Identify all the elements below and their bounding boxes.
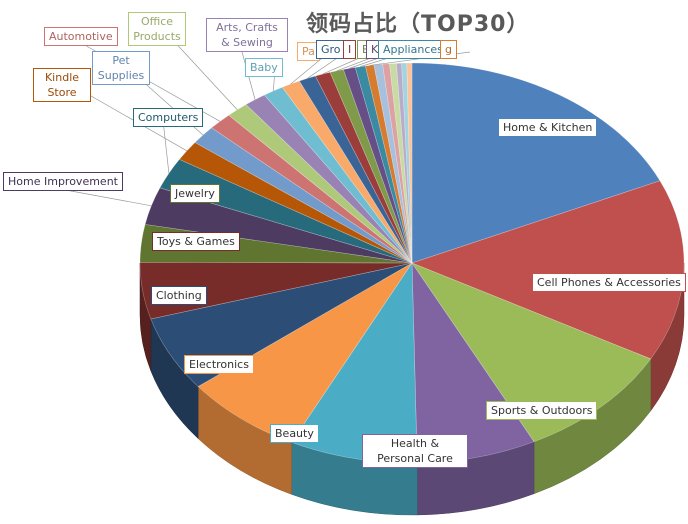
pie-slice-computers [159, 158, 413, 264]
data-label: Kindle Store [33, 68, 91, 102]
pie-slice-cell-phones-accessories [411, 180, 685, 360]
data-label: Cell Phones & Accessories [532, 273, 686, 292]
data-label: Electronics [184, 355, 254, 374]
data-label: Appliances [378, 40, 448, 59]
pie-slice-unlabeled-28 [401, 62, 413, 264]
data-label: Home Improvement [3, 172, 123, 191]
data-label: Arts, Crafts & Sewing [206, 18, 288, 52]
pie-slice-arts-crafts-sewing [245, 94, 413, 264]
data-label: Beauty [270, 424, 319, 443]
data-label: Health & Personal Care [362, 434, 468, 468]
pie-slice-unlabeled-29 [406, 62, 413, 264]
data-label: Computers [133, 108, 204, 127]
data-label: g [440, 40, 457, 59]
data-label: Pet Supplies [92, 51, 150, 85]
data-label: Gro [316, 40, 346, 59]
data-label: Jewelry [170, 184, 220, 203]
pie-slice-unlabeled-26 [389, 63, 413, 264]
pie-slice-office-products [228, 104, 413, 264]
data-label: Office Products [128, 12, 186, 46]
pie-slice-unlabeled-27 [396, 62, 413, 264]
data-label: Automotive [44, 27, 118, 46]
data-label: Toys & Games [152, 232, 240, 251]
chart-title: 领码占比（TOP30） [306, 12, 530, 37]
data-label: Pa [297, 42, 320, 61]
data-label: Home & Kitchen [498, 118, 598, 137]
data-label: Clothing [151, 286, 207, 305]
pie-slice-unlabeled-25 [382, 63, 413, 264]
data-label: I [343, 40, 357, 59]
leader-line [162, 119, 170, 174]
pie-slice-toys-games [139, 262, 413, 320]
pie-slice-sports-outdoors [411, 262, 652, 443]
data-label: Sports & Outdoors [486, 401, 598, 420]
data-label: Baby [245, 58, 283, 77]
pie-slice-home-kitchen [411, 62, 661, 264]
